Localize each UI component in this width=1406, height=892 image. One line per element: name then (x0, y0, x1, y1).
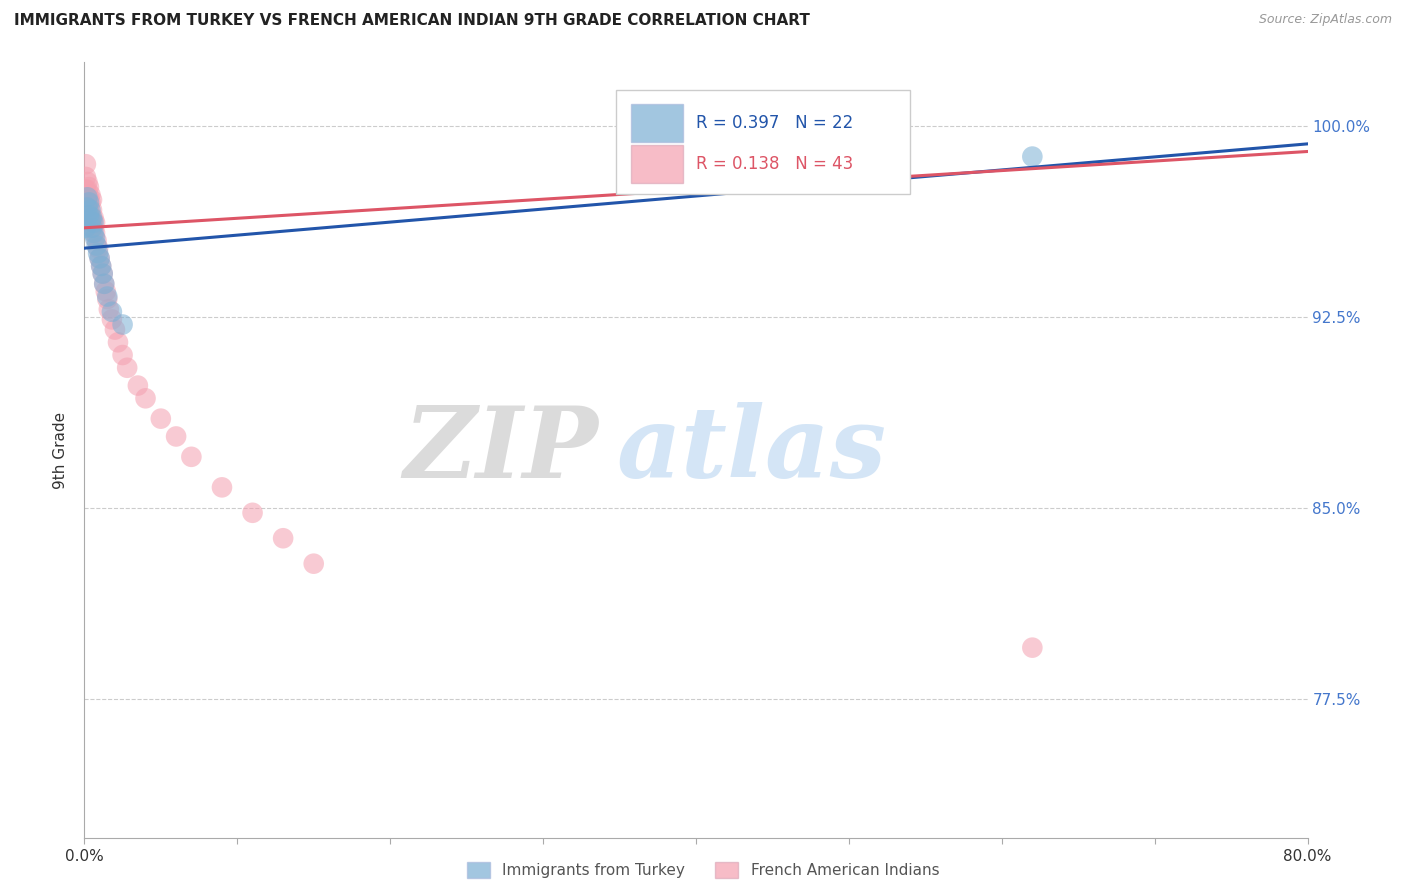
Point (127, 378, 149, 392)
Legend: Immigrants from Turkey, French American Indians: Immigrants from Turkey, French American … (461, 856, 945, 884)
Point (75, 220, 97, 235)
Point (84, 231, 107, 245)
Point (80, 202, 103, 217)
Point (83, 220, 105, 235)
Point (96, 292, 118, 306)
Point (77, 180, 100, 194)
Point (83, 216, 105, 230)
Point (79, 202, 101, 217)
Point (101, 312, 124, 326)
Point (94, 285, 117, 299)
Point (90, 259, 112, 273)
Point (93, 277, 115, 291)
Point (76, 183, 98, 197)
Point (83, 226, 105, 240)
Point (89, 252, 111, 266)
Text: IMMIGRANTS FROM TURKEY VS FRENCH AMERICAN INDIAN 9TH GRADE CORRELATION CHART: IMMIGRANTS FROM TURKEY VS FRENCH AMERICA… (14, 13, 810, 29)
Point (79, 208, 101, 222)
Text: Source: ZipAtlas.com: Source: ZipAtlas.com (1258, 13, 1392, 27)
Point (80, 193, 103, 207)
Point (84, 226, 107, 240)
Point (87, 241, 110, 255)
Y-axis label: 9th Grade: 9th Grade (53, 412, 69, 489)
Point (76, 190, 98, 204)
Text: ZIP: ZIP (404, 402, 598, 499)
Point (93, 277, 115, 291)
Point (96, 289, 118, 303)
FancyBboxPatch shape (631, 104, 682, 142)
Text: R = 0.138   N = 43: R = 0.138 N = 43 (696, 155, 853, 173)
Point (111, 348, 134, 362)
Point (89, 252, 111, 266)
Point (1021, 150, 1043, 164)
Point (86, 234, 108, 248)
Point (75, 157, 97, 171)
Point (80, 211, 103, 225)
Point (271, 531, 294, 545)
Point (79, 187, 101, 202)
Point (97, 302, 120, 317)
Point (76, 201, 98, 215)
Point (80, 213, 103, 227)
Point (83, 211, 105, 225)
Point (86, 238, 108, 252)
Point (77, 190, 100, 204)
Point (77, 201, 100, 215)
FancyBboxPatch shape (616, 89, 910, 194)
Text: atlas: atlas (616, 402, 886, 499)
Point (115, 360, 138, 375)
Point (91, 267, 114, 281)
Point (107, 335, 129, 350)
Point (101, 305, 124, 319)
Point (75, 169, 97, 184)
Point (80, 220, 103, 235)
Point (111, 318, 134, 332)
Point (77, 195, 100, 210)
Point (104, 323, 127, 337)
Point (165, 429, 187, 443)
Point (242, 506, 264, 520)
Point (135, 392, 157, 406)
Point (302, 557, 325, 571)
Point (149, 411, 172, 425)
FancyBboxPatch shape (631, 145, 682, 183)
Point (79, 195, 101, 210)
Point (87, 246, 110, 260)
Point (79, 213, 101, 227)
Point (76, 175, 98, 189)
Point (1021, 640, 1043, 655)
Point (91, 267, 114, 281)
Point (75, 183, 97, 197)
Point (84, 216, 107, 230)
Point (180, 450, 202, 464)
Point (77, 208, 100, 222)
Point (211, 480, 233, 494)
Text: R = 0.397   N = 22: R = 0.397 N = 22 (696, 114, 853, 132)
Point (76, 195, 98, 210)
Point (90, 259, 112, 273)
